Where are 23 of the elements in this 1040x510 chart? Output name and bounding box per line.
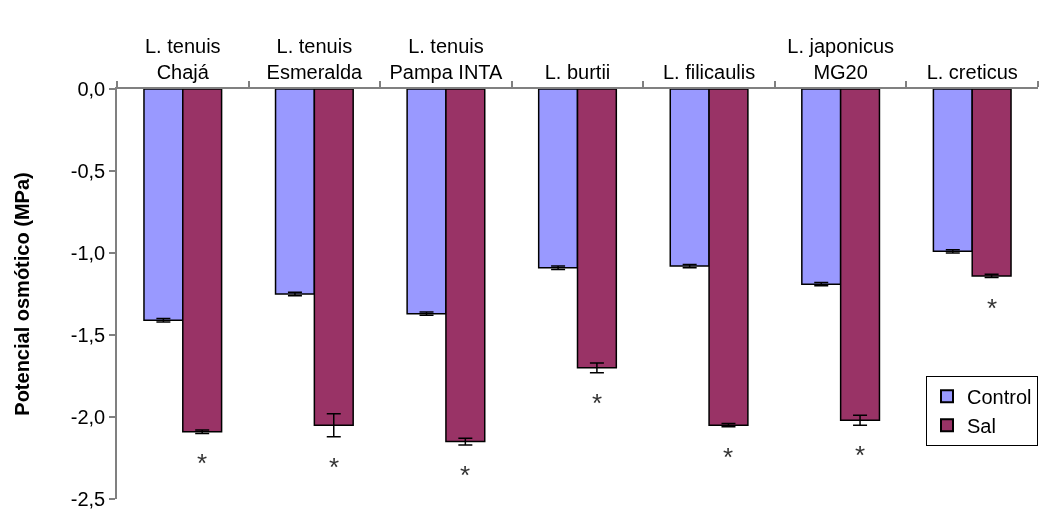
- x-tick-label: L. tenuis Chajá: [144, 35, 221, 84]
- x-tick-label: L. tenuis Pampa INTA: [389, 35, 504, 84]
- y-tick-label: -0,5: [70, 160, 106, 182]
- annotation: *: [460, 460, 471, 490]
- legend-label: Control: [967, 386, 1032, 408]
- y-axis-title: Potencial osmótico (MPa): [10, 172, 33, 416]
- annotation: *: [855, 440, 866, 470]
- x-tick-label: L. japonicus MG20: [787, 35, 895, 84]
- legend-label: Sal: [967, 415, 996, 437]
- x-tick-label: L. creticus: [926, 61, 1018, 84]
- annotation: *: [197, 448, 208, 478]
- x-tick-label: L. tenuis Esmeralda: [266, 35, 364, 84]
- y-tick-label: 0,0: [77, 78, 106, 100]
- annotation: *: [723, 442, 734, 472]
- y-tick-label: -1,0: [70, 242, 106, 264]
- annotation: *: [592, 388, 603, 418]
- annotation: *: [987, 293, 998, 323]
- y-tick-label: -2,5: [70, 488, 106, 510]
- y-tick-label: -2,0: [70, 406, 106, 428]
- x-tick-label: L. burtii: [544, 61, 611, 84]
- annotation: *: [329, 452, 340, 482]
- x-tick-label: L. filicaulis: [662, 61, 756, 84]
- y-tick-label: -1,5: [70, 324, 106, 346]
